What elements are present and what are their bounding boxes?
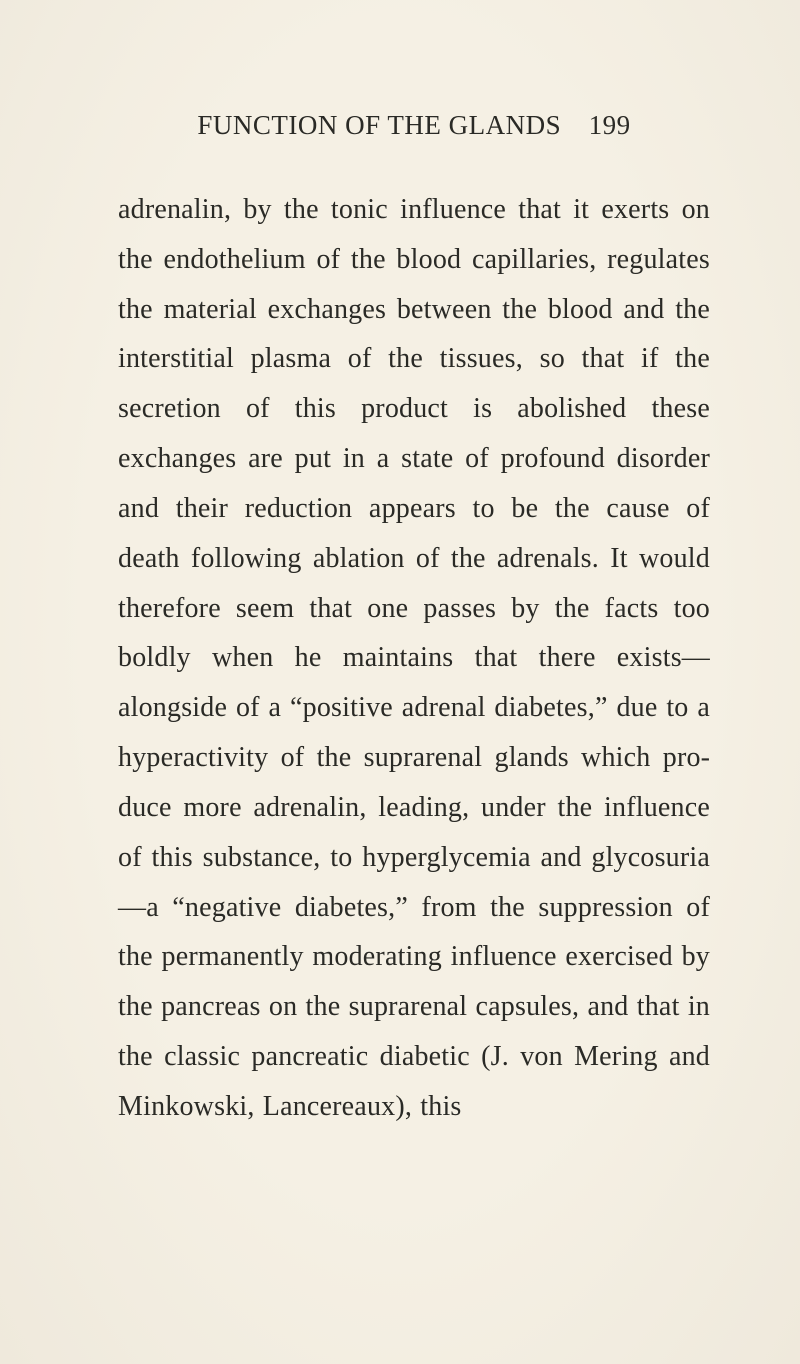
body-paragraph: adrenalin, by the tonic influence that i… [118,185,710,1132]
book-page: FUNCTION OF THE GLANDS 199 adrenalin, by… [0,0,800,1364]
running-header: FUNCTION OF THE GLANDS 199 [118,110,710,141]
